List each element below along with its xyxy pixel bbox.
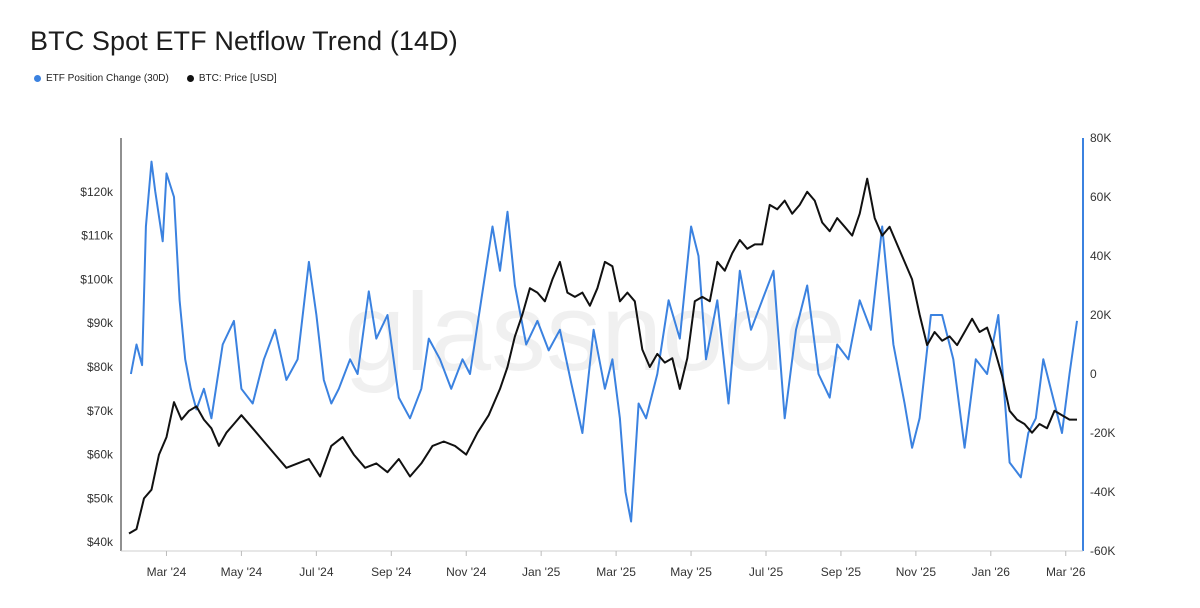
legend-btc-dot-icon: [186, 75, 194, 82]
btc-price-line: [128, 177, 1077, 535]
y-right-tick-label: -20K: [1090, 426, 1115, 440]
legend-item-btc[interactable]: BTC: Price [USD]: [186, 73, 277, 84]
x-tick-label: Jan '26: [972, 565, 1011, 579]
y-left-tick-label: $70k: [87, 404, 114, 418]
legend-btc-label: BTC: Price [USD]: [198, 73, 277, 84]
y-left-tick-label: $60k: [87, 448, 114, 462]
series-lines: [128, 160, 1078, 535]
etf-position-change-line: [129, 160, 1078, 523]
y-left-tick-label: $100k: [80, 272, 114, 286]
x-tick-label: Jan '25: [522, 565, 561, 579]
x-tick-label: May '24: [221, 565, 263, 579]
x-tick-label: May '25: [670, 565, 712, 579]
x-tick-label: Jul '25: [749, 565, 784, 579]
chart-title: BTC Spot ETF Netflow Trend (14D): [30, 26, 458, 56]
x-tick-label: Sep '24: [371, 565, 412, 579]
tick-labels: $40k $50k $60k $70k $80k $90k $100k $110k $120k -…: [80, 131, 1115, 579]
y-left-tick-label: $80k: [87, 360, 114, 374]
legend: ETF Position Change (30D) BTC: Price [US…: [34, 73, 277, 84]
x-tick-label: Sep '25: [821, 565, 862, 579]
y-left-tick-label: $90k: [87, 316, 114, 330]
y-right-tick-label: 20K: [1090, 308, 1111, 322]
legend-item-etf[interactable]: ETF Position Change (30D): [34, 73, 169, 84]
y-left-tick-label: $50k: [87, 491, 114, 505]
y-right-tick-label: 0: [1090, 367, 1097, 381]
legend-etf-label: ETF Position Change (30D): [46, 73, 169, 84]
x-tick-label: Nov '25: [896, 565, 937, 579]
y-left-tick-label: $110k: [81, 229, 114, 243]
axes: [120, 138, 1084, 552]
x-tick-label: Nov '24: [446, 565, 487, 579]
y-right-tick-label: 40K: [1090, 249, 1111, 263]
y-right-tick-label: 80K: [1090, 131, 1111, 145]
y-right-tick-label: -60K: [1090, 544, 1115, 558]
y-right-tick-label: -40K: [1090, 485, 1115, 499]
x-tick-label: Mar '24: [147, 565, 187, 579]
x-tick-label: Jul '24: [299, 565, 334, 579]
legend-etf-dot-icon: [34, 75, 41, 82]
y-right-tick-label: 60K: [1090, 190, 1111, 204]
x-tick-label: Mar '26: [1046, 565, 1086, 579]
y-left-tick-label: $40k: [87, 535, 114, 549]
y-left-tick-label: $120k: [80, 185, 114, 199]
x-tick-label: Mar '25: [596, 565, 636, 579]
